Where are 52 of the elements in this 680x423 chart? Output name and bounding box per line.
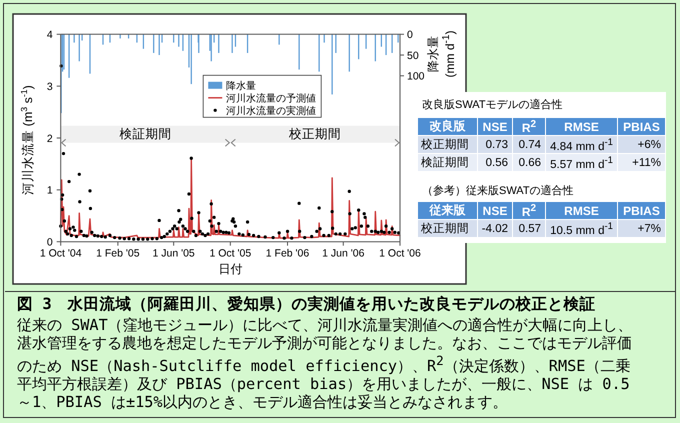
band: 検証期間 bbox=[60, 126, 230, 147]
band-label: 検証期間 bbox=[120, 126, 172, 141]
category-label: PBIAS bbox=[618, 118, 665, 135]
text: +7% bbox=[638, 222, 661, 234]
category-label: RMSE bbox=[546, 118, 617, 135]
legend-label: 河川水流量の実測値 bbox=[226, 104, 316, 117]
text: +6% bbox=[638, 138, 661, 150]
text: 0.66 bbox=[518, 156, 541, 168]
category-label: 校正期間 bbox=[421, 223, 469, 235]
text: 4.84 mm d$^{-1}$ bbox=[550, 136, 613, 152]
text: 改良版 bbox=[418, 118, 477, 135]
text: 従来の SWAT（窪地モジュール）に比べて、河川水流量実測値への適合性が大幅に向上し、湛水管理をする農地を想定したモデル予測が可能となりました。なお、ここではモデル評価のため NSE（Nash-Sutcliffe model efficiency）、R$^{2}$（決定係数）、RMSE（二乗平均平方根誤差）及び PBIAS（percent bias）を用いましたが、一般に、NSE は 0.5～1、PBIAS は±15%以内のとき、モデル適合性は妥当とみなされます。 bbox=[17, 316, 634, 412]
category-label: R$^{2}$ bbox=[513, 118, 545, 135]
text: 0.74 bbox=[518, 138, 541, 150]
text: 0.73 bbox=[486, 138, 508, 150]
x-tick-label: 1 Oct '06 bbox=[379, 248, 421, 260]
legend-label: 降水量 bbox=[226, 80, 256, 92]
text: +11% bbox=[632, 156, 661, 168]
y2-tick-label: 0 bbox=[407, 29, 413, 42]
category-label: NSE bbox=[478, 118, 512, 135]
x-tick-label: 1 Oct '05 bbox=[210, 248, 252, 260]
text: （参考）従来版SWATの適合性 bbox=[422, 184, 574, 198]
category-label: 検証期間 bbox=[421, 157, 469, 169]
legend-label: 河川水流量の予測値 bbox=[226, 92, 316, 104]
category-label: 校正期間 bbox=[421, 139, 469, 151]
category-label: PBIAS bbox=[618, 202, 665, 219]
y-tick-label: 0 bbox=[46, 236, 53, 248]
text: 5.57 mm d$^{-1}$ bbox=[550, 154, 613, 170]
x-tick-label: 1 Feb '05 bbox=[96, 248, 140, 260]
category-label: RMSE bbox=[546, 202, 617, 219]
x-tick-label: 1 Oct '04 bbox=[40, 248, 82, 260]
text: 図 3 水田流域（阿羅田川、愛知県）の実測値を用いた改良モデルの校正と検証 bbox=[17, 295, 596, 314]
y-tick-label: 1 bbox=[46, 184, 53, 197]
category-label: R$^{2}$ bbox=[513, 202, 545, 219]
category-label: NSE bbox=[478, 202, 512, 219]
text: 従来版 bbox=[418, 202, 477, 219]
x-tick-label: 1 Feb '06 bbox=[266, 248, 310, 260]
text: 0.57 bbox=[518, 222, 541, 234]
band-label: 校正期間 bbox=[288, 126, 342, 141]
y-tick-label: 3 bbox=[46, 80, 53, 93]
text: -4.02 bbox=[482, 222, 508, 234]
text: 0.56 bbox=[486, 156, 508, 168]
text: 10.5 mm d$^{-1}$ bbox=[550, 220, 613, 236]
y-tick-label: 2 bbox=[46, 132, 53, 145]
text: 改良版SWATモデルの適合性 bbox=[422, 98, 563, 112]
x-axis-title: 日付 bbox=[218, 262, 242, 276]
y2-tick-label: 100 bbox=[407, 70, 425, 83]
y2-tick-label: 50 bbox=[407, 50, 419, 62]
x-tick-label: 1 Jun '06 bbox=[322, 248, 365, 260]
x-tick-label: 1 Jun '05 bbox=[152, 248, 195, 260]
y-tick-label: 4 bbox=[46, 29, 53, 42]
band: 校正期間 bbox=[230, 126, 400, 147]
